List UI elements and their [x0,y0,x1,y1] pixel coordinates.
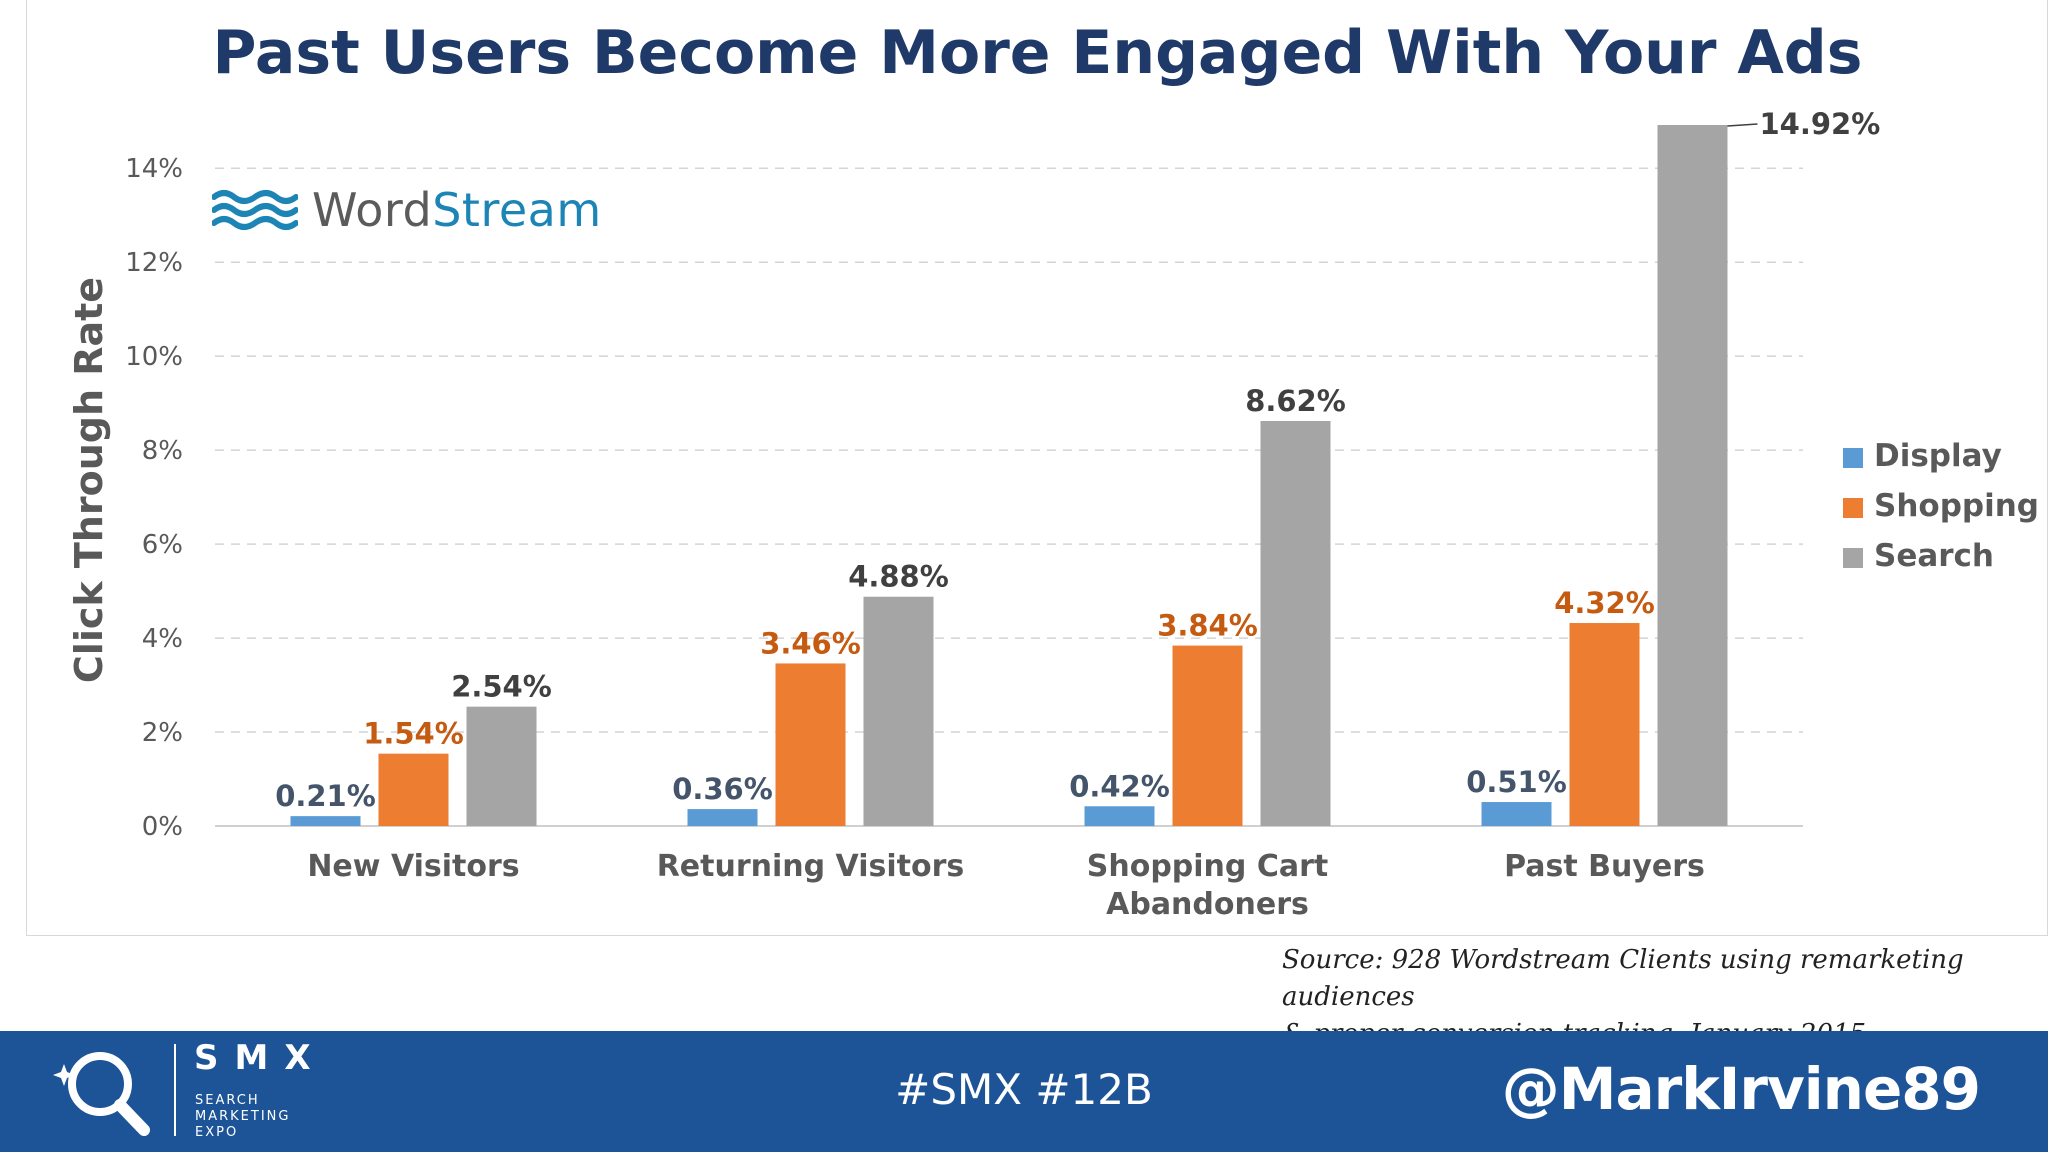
x-tick-label: Abandoners [1106,887,1309,922]
logo-text: WordStream [312,183,602,237]
logo-text-stream: Stream [432,183,602,237]
data-label: 0.36% [672,772,773,806]
bar-search [1260,420,1331,826]
bar-shopping [1172,645,1243,826]
data-label: 0.42% [1069,769,1170,803]
legend-label: Search [1874,538,1994,574]
y-tick-label: 8% [142,436,183,466]
smx-tagline-2: MARKETING [195,1109,291,1124]
footer-hashtags: #SMX #12B [895,1065,1153,1114]
data-label: 4.32% [1554,586,1655,620]
y-tick-label: 4% [142,624,183,654]
data-label: 0.21% [275,779,376,813]
data-label: 14.92% [1760,107,1881,141]
data-label-leader [1727,123,1758,127]
smx-tagline: SEARCH MARKETING EXPO [195,1093,335,1141]
wave-icon [212,190,298,230]
wordstream-logo: WordStream [212,180,602,240]
legend-swatch-shopping [1843,498,1863,518]
source-line-1: Source: 928 Wordstream Clients using rem… [1282,945,1964,1012]
y-tick-label: 6% [142,530,183,560]
x-tick-label: Past Buyers [1504,849,1705,884]
bar-display [290,816,361,826]
legend-swatch-display [1843,448,1863,468]
x-tick-label: Returning Visitors [657,849,965,884]
data-label: 3.46% [760,626,861,660]
bar-display [687,809,758,826]
data-label: 8.62% [1245,384,1346,418]
y-tick-label: 12% [125,248,183,278]
data-label: 0.51% [1466,765,1567,799]
bar-shopping [775,663,846,826]
bar-shopping [1569,623,1640,826]
footer-bar [0,1031,2048,1152]
bar-shopping [378,753,449,826]
y-axis-label: Click Through Rate [67,277,111,683]
data-label: 3.84% [1157,609,1258,643]
legend-label: Shopping [1874,488,2039,524]
bar-display [1481,802,1552,826]
y-tick-label: 0% [142,812,183,842]
smx-tagline-3: EXPO [195,1125,239,1140]
bar-chart: 0% 2% 4% 6% 8% 10% 12% 14% Click Through Rate 0.2… [67,107,2039,922]
y-tick-label: 2% [142,718,183,748]
y-tick-label: 14% [125,154,183,184]
bar-search [1657,125,1728,826]
smx-brand: SMX [194,1038,327,1078]
magnifier-icon [53,1052,150,1136]
footer-divider [174,1044,176,1136]
legend-label: Display [1874,438,2002,474]
data-label: 4.88% [848,560,949,594]
x-tick-label: Shopping Cart [1087,849,1328,884]
bar-display [1084,806,1155,826]
y-tick-label: 10% [125,342,183,372]
smx-tagline-1: SEARCH [195,1093,260,1108]
footer-handle: @MarkIrvine89 [1501,1055,1981,1123]
bar-search [863,596,934,826]
page-title: Past Users Become More Engaged With Your… [212,18,1863,88]
logo-text-word: Word [312,183,433,237]
bar-search [466,706,537,826]
data-label: 1.54% [363,717,464,751]
legend-swatch-search [1843,548,1863,568]
data-label: 2.54% [451,670,552,704]
x-tick-label: New Visitors [307,849,519,884]
